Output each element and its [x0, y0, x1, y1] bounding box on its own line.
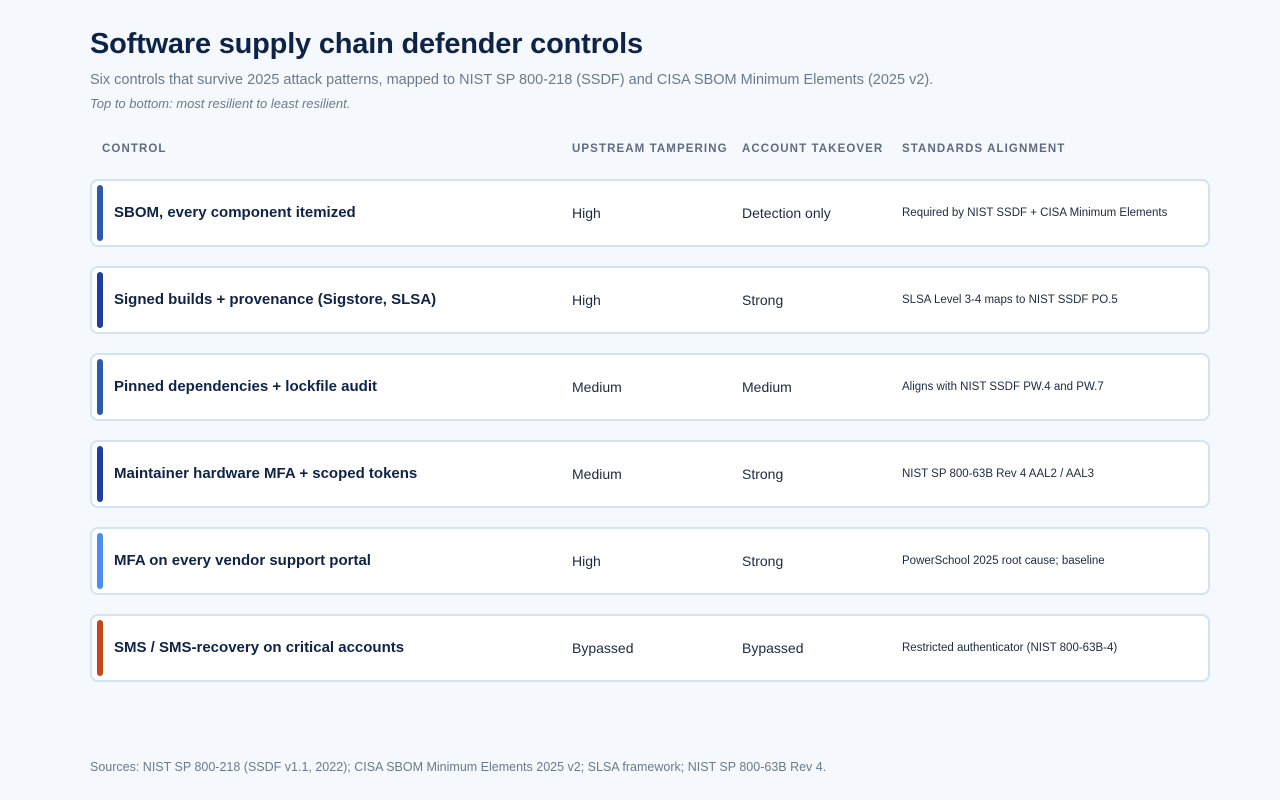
row-accent-bar — [97, 620, 103, 676]
standards-alignment: Restricted authenticator (NIST 800-63B-4… — [902, 642, 1118, 654]
standards-alignment: PowerSchool 2025 root cause; baseline — [902, 555, 1105, 567]
upstream-tampering-rating: High — [572, 553, 601, 569]
page-title: Software supply chain defender controls — [90, 28, 643, 60]
column-header-standards-alignment: STANDARDS ALIGNMENT — [902, 143, 1066, 155]
standards-alignment: Required by NIST SSDF + CISA Minimum Ele… — [902, 207, 1168, 219]
ordering-note: Top to bottom: most resilient to least r… — [90, 96, 351, 111]
upstream-tampering-rating: High — [572, 292, 601, 308]
column-header-control: CONTROL — [102, 143, 167, 155]
table-row: MFA on every vendor support portal High … — [90, 527, 1210, 595]
control-name: Pinned dependencies + lockfile audit — [114, 378, 377, 395]
upstream-tampering-rating: Medium — [572, 379, 622, 395]
account-takeover-rating: Strong — [742, 292, 784, 308]
table-row: Maintainer hardware MFA + scoped tokens … — [90, 440, 1210, 508]
row-accent-bar — [97, 533, 103, 589]
table-header: CONTROL UPSTREAM TAMPERING ACCOUNT TAKEO… — [90, 143, 1210, 159]
table-row: Pinned dependencies + lockfile audit Med… — [90, 353, 1210, 421]
account-takeover-rating: Strong — [742, 466, 784, 482]
standards-alignment: NIST SP 800-63B Rev 4 AAL2 / AAL3 — [902, 468, 1095, 480]
standards-alignment: Aligns with NIST SSDF PW.4 and PW.7 — [902, 381, 1104, 393]
account-takeover-rating: Detection only — [742, 205, 831, 221]
control-name: Maintainer hardware MFA + scoped tokens — [114, 465, 418, 482]
upstream-tampering-rating: Medium — [572, 466, 622, 482]
column-header-upstream-tampering: UPSTREAM TAMPERING — [572, 143, 728, 155]
control-name: SMS / SMS-recovery on critical accounts — [114, 639, 405, 656]
control-name: SBOM, every component itemized — [114, 204, 356, 221]
control-name: Signed builds + provenance (Sigstore, SL… — [114, 291, 437, 308]
row-accent-bar — [97, 272, 103, 328]
table-row: SBOM, every component itemized High Dete… — [90, 179, 1210, 247]
upstream-tampering-rating: High — [572, 205, 601, 221]
controls-table: SBOM, every component itemized High Dete… — [90, 179, 1210, 701]
table-row: SMS / SMS-recovery on critical accounts … — [90, 614, 1210, 682]
standards-alignment: SLSA Level 3-4 maps to NIST SSDF PO.5 — [902, 294, 1118, 306]
account-takeover-rating: Bypassed — [742, 640, 804, 656]
upstream-tampering-rating: Bypassed — [572, 640, 634, 656]
row-accent-bar — [97, 359, 103, 415]
row-accent-bar — [97, 185, 103, 241]
sources-footnote: Sources: NIST SP 800-218 (SSDF v1.1, 202… — [90, 760, 827, 774]
page-subtitle: Six controls that survive 2025 attack pa… — [90, 72, 934, 88]
account-takeover-rating: Strong — [742, 553, 784, 569]
row-accent-bar — [97, 446, 103, 502]
account-takeover-rating: Medium — [742, 379, 792, 395]
control-name: MFA on every vendor support portal — [114, 552, 371, 569]
column-header-account-takeover: ACCOUNT TAKEOVER — [742, 143, 884, 155]
table-row: Signed builds + provenance (Sigstore, SL… — [90, 266, 1210, 334]
